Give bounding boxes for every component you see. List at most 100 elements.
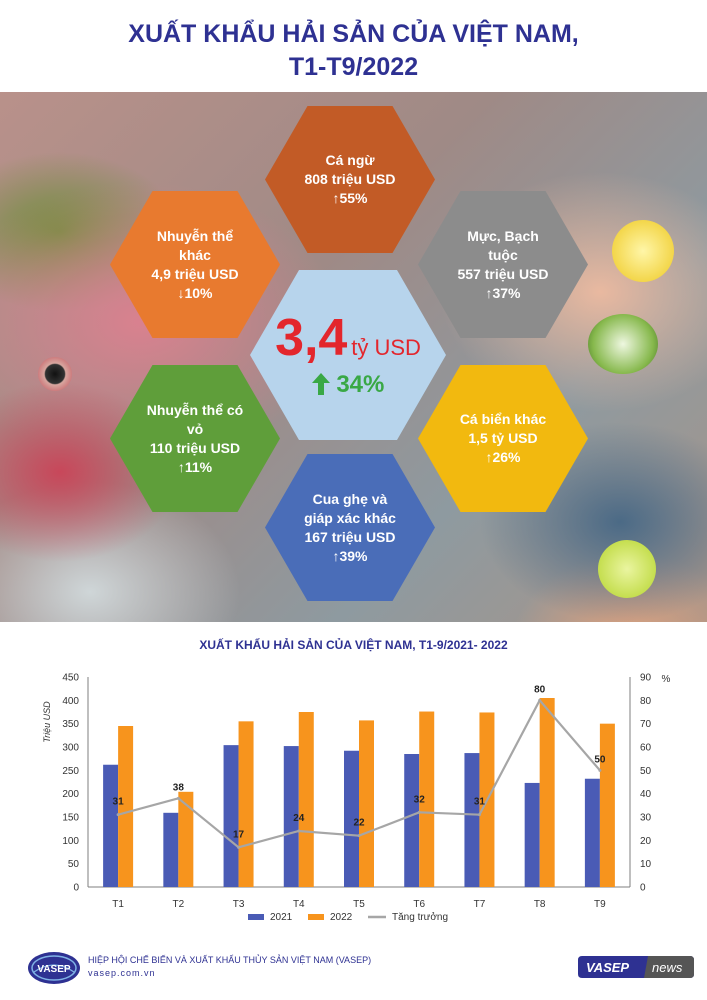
bar-2021-T8: [524, 782, 540, 887]
bar-2022-T4: [298, 712, 314, 887]
bar-2022-T9: [599, 723, 615, 887]
hex-total: 3,4 tỷ USD 34%: [250, 270, 446, 440]
x-tick-label: T6: [413, 899, 425, 910]
hex-squid: Mực, Bạch tuộc 557 triệu USD ↑37%: [418, 191, 588, 338]
hex-tuna-value: 808 triệu USD: [304, 171, 396, 187]
y-tick-label: 200: [62, 789, 79, 800]
hex-tuna-growth: ↑55%: [332, 190, 368, 206]
bar-2021-T6: [404, 754, 420, 887]
y2-tick-label: 80: [640, 696, 652, 707]
chart-title: XUẤT KHẨU HẢI SẢN CỦA VIỆT NAM, T1-9/202…: [199, 638, 508, 652]
bar-2021-T1: [103, 764, 119, 887]
badge-left-text: VASEP: [586, 960, 629, 975]
cucumber-slice: [588, 314, 658, 374]
x-tick-label: T5: [353, 899, 365, 910]
y-tick-label: 0: [73, 883, 79, 894]
growth-point: [538, 698, 542, 702]
y2-tick-label: 0: [640, 883, 646, 894]
hex-mollusc-name: Nhuyễn thể khác: [156, 227, 234, 263]
growth-data-label: 32: [414, 794, 426, 805]
bar-2021-T4: [283, 746, 299, 887]
growth-data-label: 80: [534, 684, 546, 695]
footer-org: HIỆP HỘI CHẾ BIẾN VÀ XUẤT KHẨU THỦY SẢN …: [88, 955, 372, 965]
x-tick-label: T8: [534, 899, 546, 910]
growth-data-label: 31: [474, 797, 486, 808]
bar-2022-T2: [178, 791, 194, 887]
growth-point: [176, 796, 180, 800]
y-tick-label: 350: [62, 719, 79, 730]
growth-point: [417, 810, 421, 814]
hex-crab-growth: ↑39%: [332, 547, 368, 564]
y2-tick-label: 10: [640, 859, 652, 870]
title-line-1: XUẤT KHẨU HẢI SẢN CỦA VIỆT NAM,: [128, 20, 579, 48]
hex-bivalve-value: 110 triệu USD: [149, 439, 241, 456]
up-arrow-icon: [311, 373, 330, 395]
legend-swatch-2022: [308, 914, 324, 920]
y-tick-label: 100: [62, 836, 79, 847]
x-tick-label: T3: [233, 899, 245, 910]
total-growth-value: 34%: [336, 371, 385, 398]
y-tick-label: 50: [68, 859, 80, 870]
hex-squid-name: Mực, Bạch tuộc: [467, 227, 539, 263]
bar-2021-T2: [163, 812, 179, 887]
growth-point: [477, 813, 481, 817]
growth-point: [598, 768, 602, 772]
bar-2022-T3: [238, 721, 254, 887]
vasep-logo: VASEP: [28, 952, 80, 984]
growth-data-label: 24: [293, 813, 305, 824]
hex-marine-fish-growth: ↑26%: [485, 449, 521, 465]
y-tick-label: 450: [62, 673, 79, 684]
total-amount: 3,4 tỷ USD: [275, 310, 421, 366]
x-tick-label: T7: [474, 899, 486, 910]
hex-mollusc-growth: ↓10%: [177, 284, 213, 301]
seafood-photo: Cá ngừ 808 triệu USD ↑55% Mực, Bạch tuộc…: [0, 92, 707, 622]
growth-point: [297, 829, 301, 833]
y2-tick-label: 70: [640, 719, 652, 730]
y2-tick-label: 60: [640, 743, 652, 754]
y-axis-label: Triệu USD: [42, 701, 52, 743]
bar-2022-T1: [118, 726, 134, 887]
hex-crab-value: 167 triệu USD: [304, 528, 396, 545]
y-tick-label: 250: [62, 766, 79, 777]
hex-tuna: Cá ngừ 808 triệu USD ↑55%: [265, 106, 435, 253]
hex-mollusc: Nhuyễn thể khác 4,9 triệu USD ↓10%: [110, 191, 280, 338]
y2-tick-label: 40: [640, 789, 652, 800]
bar-2021-T5: [344, 750, 359, 887]
x-tick-label: T2: [172, 899, 184, 910]
total-value: 3,4: [275, 309, 348, 367]
total-growth: 34%: [311, 370, 385, 400]
y2-tick-label: 90: [640, 673, 652, 684]
growth-point: [357, 834, 361, 838]
growth-point: [116, 813, 120, 817]
growth-data-label: 31: [113, 797, 125, 808]
footer-url: vasep.com.vn: [88, 968, 156, 978]
hex-marine-fish: Cá biển khác 1,5 tỷ USD ↑26%: [418, 365, 588, 512]
y2-tick-label: 50: [640, 766, 652, 777]
legend-swatch-2021: [248, 914, 264, 920]
bar-2022-T6: [419, 711, 435, 887]
x-tick-label: T1: [112, 899, 124, 910]
lime-slice: [598, 540, 656, 598]
hex-marine-fish-name: Cá biển khác: [459, 411, 547, 427]
bar-2021-T7: [464, 753, 480, 887]
legend-label: 2022: [330, 912, 353, 923]
y2-axis-label: %: [662, 674, 671, 685]
x-tick-label: T9: [594, 899, 606, 910]
legend-label: Tăng trưởng: [392, 911, 448, 923]
hex-bivalve-growth: ↑11%: [177, 458, 213, 475]
total-unit: tỷ USD: [351, 335, 421, 360]
hex-crab: Cua ghẹ và giáp xác khác 167 triệu USD ↑…: [265, 454, 435, 601]
hex-bivalve: Nhuyễn thể có vỏ 110 triệu USD ↑11%: [110, 365, 280, 512]
x-tick-label: T4: [293, 899, 305, 910]
vasep-news-badge: VASEP news: [578, 956, 694, 978]
hex-tuna-name: Cá ngừ: [325, 152, 375, 168]
page-title: XUẤT KHẨU HẢI SẢN CỦA VIỆT NAM, T1-T9/20…: [0, 18, 707, 84]
hex-bivalve-name: Nhuyễn thể có vỏ: [146, 401, 244, 437]
y-tick-label: 400: [62, 696, 79, 707]
fish-eye: [38, 357, 72, 391]
hex-squid-growth: ↑37%: [485, 284, 521, 301]
y-tick-label: 150: [62, 813, 79, 824]
hex-marine-fish-value: 1,5 tỷ USD: [468, 430, 538, 446]
growth-data-label: 50: [594, 754, 606, 765]
growth-data-label: 22: [353, 818, 365, 829]
